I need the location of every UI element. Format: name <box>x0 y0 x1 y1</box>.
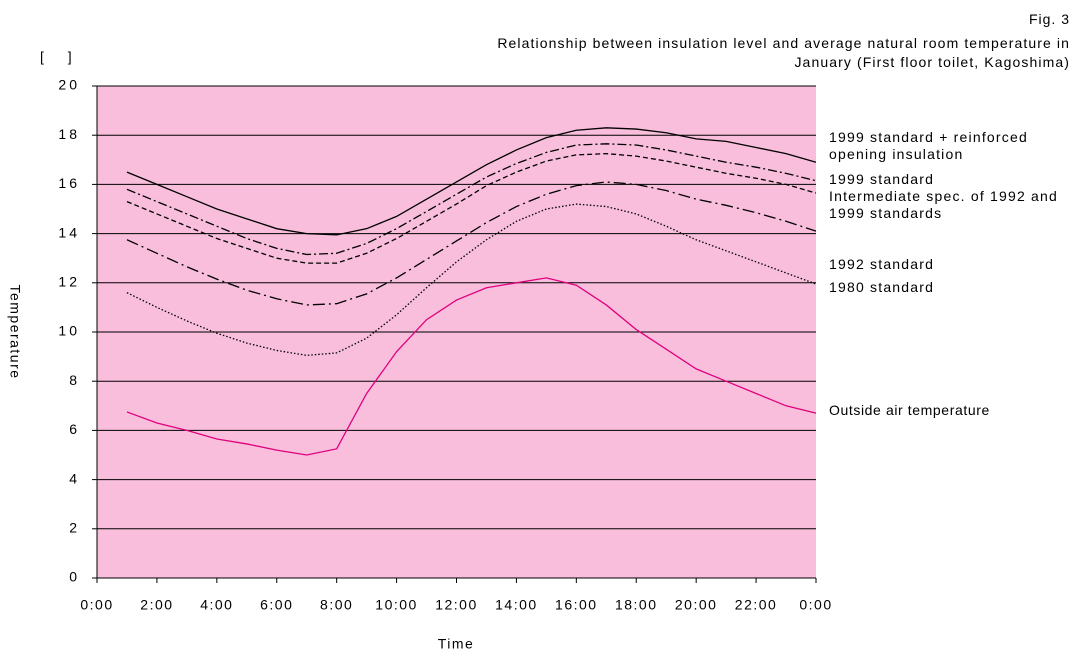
series-label: 1999 standard <box>829 171 935 187</box>
x-tick-label: 8:00 <box>320 597 353 613</box>
y-tick-label: 6 <box>69 421 80 437</box>
x-axis-label: Time <box>438 636 475 652</box>
x-tick-label: 0:00 <box>799 597 832 613</box>
y-tick-label: 18 <box>58 126 80 142</box>
series-label: 1999 standard + reinforced opening insul… <box>829 129 1028 162</box>
y-axis-label: Temperature <box>7 284 23 379</box>
y-tick-label: 4 <box>69 470 80 486</box>
y-tick-label: 12 <box>58 274 80 290</box>
x-tick-label: 20:00 <box>675 597 718 613</box>
x-tick-label: 10:00 <box>375 597 418 613</box>
x-tick-label: 18:00 <box>615 597 658 613</box>
x-tick-label: 12:00 <box>435 597 478 613</box>
y-tick-label: 10 <box>58 323 80 339</box>
chart-title: Relationship between insulation level an… <box>497 35 1070 70</box>
x-tick-label: 14:00 <box>495 597 538 613</box>
figure-label: Fig. 3 <box>1028 11 1070 27</box>
series-label: Outside air temperature <box>829 402 990 418</box>
series-line <box>126 181 817 306</box>
x-tick-label: 0:00 <box>80 597 113 613</box>
series-line <box>126 277 817 456</box>
y-tick-label: 8 <box>69 372 80 388</box>
x-tick-label: 4:00 <box>200 597 233 613</box>
y-tick-label: 20 <box>58 77 80 93</box>
series-line <box>126 127 817 236</box>
series-line <box>126 143 817 256</box>
unit-label: [ ] <box>40 49 82 65</box>
series-label: Intermediate spec. of 1992 and 1999 stan… <box>829 188 1059 221</box>
x-tick-label: 22:00 <box>735 597 778 613</box>
x-tick-label: 6:00 <box>260 597 293 613</box>
y-tick-label: 2 <box>69 520 80 536</box>
series-line <box>126 152 817 264</box>
y-tick-label: 14 <box>58 224 80 240</box>
series-label: 1980 standard <box>829 279 935 295</box>
y-tick-label: 16 <box>58 175 80 191</box>
series-label: 1992 standard <box>829 256 935 272</box>
y-tick-label: 0 <box>69 569 80 585</box>
x-tick-label: 2:00 <box>140 597 173 613</box>
x-tick-label: 16:00 <box>555 597 598 613</box>
